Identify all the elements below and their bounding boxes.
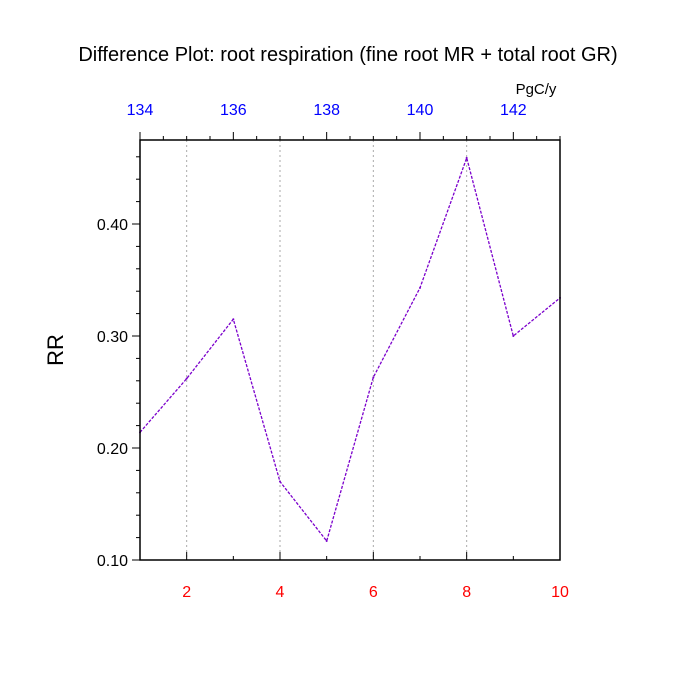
- data-point-2: [232, 318, 235, 321]
- x-tick-label: 10: [551, 584, 569, 601]
- top-axis-tick-label: 140: [407, 102, 434, 119]
- top-axis-tick-label: 136: [220, 102, 247, 119]
- y-tick-label: 0.30: [97, 329, 128, 346]
- top-axis-units: PgC/y: [516, 81, 557, 98]
- top-axis-tick-label: 134: [127, 102, 154, 119]
- top-axis-tick-label: 142: [500, 102, 527, 119]
- data-point-3: [279, 480, 281, 483]
- x-tick-label: 6: [369, 584, 378, 601]
- data-point-4: [325, 539, 328, 542]
- data-point-8: [512, 335, 515, 337]
- y-tick-label: 0.40: [97, 217, 128, 234]
- y-tick-label: 0.10: [97, 553, 128, 570]
- y-axis-label: RR: [43, 334, 68, 366]
- top-axis-tick-label: 138: [313, 102, 340, 119]
- x-tick-label: 2: [182, 584, 191, 601]
- x-tick-label: 8: [462, 584, 471, 601]
- chart-title: Difference Plot: root respiration (fine …: [78, 44, 617, 66]
- data-point-5: [372, 376, 375, 379]
- series-line-rr-difference: [139, 157, 561, 542]
- data-point-7: [465, 156, 468, 159]
- data-point-6: [419, 286, 421, 289]
- data-point-1: [185, 377, 188, 380]
- x-tick-label: 4: [276, 584, 285, 601]
- y-tick-label: 0.20: [97, 441, 128, 458]
- plot-frame: [139, 139, 561, 561]
